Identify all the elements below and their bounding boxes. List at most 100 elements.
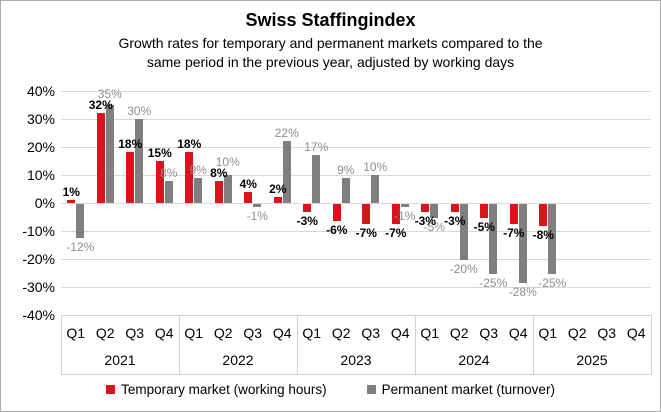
bar-temporary <box>67 200 75 203</box>
bar-label-temporary: -8% <box>532 228 554 242</box>
bar-label-temporary: 2% <box>269 182 287 196</box>
bar-label-temporary: 15% <box>147 146 172 160</box>
bar-label-permanent: -28% <box>508 285 537 299</box>
axis-table-border <box>415 315 416 374</box>
bar-label-permanent: -25% <box>538 276 567 290</box>
bar-label-temporary: 18% <box>118 137 143 151</box>
y-axis-tick-label: 0% <box>34 195 55 211</box>
y-axis-tick-label: 30% <box>26 111 55 127</box>
bar-permanent <box>460 204 468 260</box>
chart-subtitle-line2: same period in the previous year, adjust… <box>146 53 515 70</box>
x-axis-quarter-label: Q4 <box>272 325 292 341</box>
gridline <box>61 91 651 92</box>
legend-label-permanent: Permanent market (turnover) <box>381 382 555 397</box>
bar-temporary <box>126 152 134 203</box>
gridline <box>61 147 651 148</box>
bar-label-permanent: 35% <box>97 87 122 101</box>
x-axis-quarter-label: Q1 <box>302 325 322 341</box>
bar-permanent <box>165 181 173 203</box>
x-axis-quarter-label: Q2 <box>449 325 469 341</box>
x-axis-quarter-label: Q2 <box>95 325 115 341</box>
x-axis-quarter-label: Q2 <box>213 325 233 341</box>
bar-permanent <box>194 178 202 203</box>
bar-label-temporary: -7% <box>503 226 525 240</box>
bar-temporary <box>421 204 429 212</box>
bar-permanent <box>135 119 143 203</box>
gridline <box>61 119 651 120</box>
bar-temporary <box>156 161 164 203</box>
bar-label-temporary: -3% <box>414 214 436 228</box>
x-axis-quarter-label: Q1 <box>538 325 558 341</box>
x-axis-quarter-label: Q4 <box>154 325 174 341</box>
x-axis-year-label: 2025 <box>576 352 608 368</box>
bar-label-permanent: 10% <box>363 160 388 174</box>
axis-table-border <box>179 315 180 374</box>
bar-permanent <box>224 175 232 203</box>
x-axis-quarter-label: Q3 <box>361 325 381 341</box>
bar-label-temporary: -6% <box>326 223 348 237</box>
x-axis-quarter-label: Q3 <box>479 325 499 341</box>
bar-label-temporary: -7% <box>385 226 407 240</box>
bar-label-permanent: -20% <box>449 262 478 276</box>
bar-label-permanent: 10% <box>215 155 240 169</box>
x-axis-year-label: 2021 <box>104 352 136 368</box>
x-axis-quarter-label: Q4 <box>626 325 646 341</box>
gridline <box>61 259 651 260</box>
bar-temporary <box>97 113 105 203</box>
y-axis-tick-label: -10% <box>22 223 55 239</box>
bar-temporary <box>274 197 282 203</box>
bar-label-temporary: -5% <box>473 220 495 234</box>
bar-label-permanent: 22% <box>274 126 299 140</box>
bar-permanent <box>76 204 84 238</box>
legend-item-permanent: Permanent market (turnover) <box>366 382 555 397</box>
bar-label-temporary: 18% <box>177 137 202 151</box>
x-axis-year-label: 2022 <box>222 352 254 368</box>
x-axis-quarter-label: Q2 <box>567 325 587 341</box>
bar-label-temporary: -3% <box>444 214 466 228</box>
bar-label-temporary: 1% <box>62 185 80 199</box>
chart-subtitle-line1: Growth rates for temporary and permanent… <box>118 35 543 51</box>
bar-label-temporary: 4% <box>239 177 257 191</box>
bar-temporary <box>392 204 400 224</box>
bar-label-permanent: 9% <box>189 163 207 177</box>
bar-permanent <box>106 105 114 203</box>
chart-subtitle: Growth rates for temporary and permanent… <box>1 34 660 71</box>
bar-label-temporary: 8% <box>210 166 228 180</box>
bar-temporary <box>303 204 311 212</box>
gridline <box>61 175 651 176</box>
y-axis-tick-label: -40% <box>22 307 55 323</box>
y-axis-tick-label: 40% <box>26 83 55 99</box>
bar-permanent <box>548 204 556 274</box>
bar-label-permanent: 17% <box>304 140 329 154</box>
y-axis-tick-label: -20% <box>22 251 55 267</box>
bar-label-permanent: -1% <box>394 209 416 223</box>
bar-label-temporary: 32% <box>88 98 113 112</box>
bar-permanent <box>342 178 350 203</box>
bar-label-temporary: -7% <box>355 226 377 240</box>
legend-swatch-temporary-icon <box>106 385 116 394</box>
bar-permanent <box>283 141 291 203</box>
x-axis-quarter-label: Q3 <box>243 325 263 341</box>
bar-permanent <box>489 204 497 274</box>
gridline <box>61 231 651 232</box>
legend-swatch-permanent-icon <box>366 385 376 394</box>
y-axis-tick-label: 20% <box>26 139 55 155</box>
bar-temporary <box>215 181 223 203</box>
bar-permanent <box>371 175 379 203</box>
bar-label-permanent: 9% <box>337 163 355 177</box>
bar-temporary <box>333 204 341 221</box>
x-axis-year-label: 2023 <box>340 352 372 368</box>
bar-permanent <box>430 204 438 218</box>
x-axis-year-label: 2024 <box>458 352 490 368</box>
bar-temporary <box>539 204 547 226</box>
y-axis-tick-label: 10% <box>26 167 55 183</box>
bar-temporary <box>185 152 193 203</box>
bar-label-permanent: -25% <box>479 276 508 290</box>
axis-table-border <box>533 315 534 374</box>
bar-label-permanent: -12% <box>66 240 95 254</box>
legend-item-temporary: Temporary market (working hours) <box>106 382 327 397</box>
bar-label-temporary: -3% <box>296 214 318 228</box>
legend: Temporary market (working hours) Permane… <box>1 382 660 397</box>
bar-label-permanent: 30% <box>127 104 152 118</box>
